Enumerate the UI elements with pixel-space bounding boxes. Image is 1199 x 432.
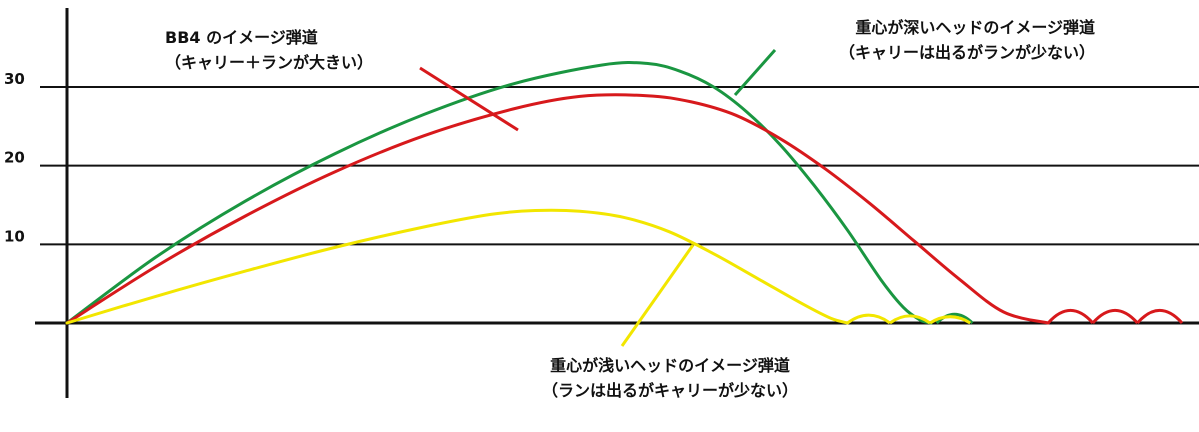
trajectory-deep bbox=[65, 61, 933, 325]
bounce-deep-1 bbox=[935, 312, 974, 325]
annotation-shallow-line1: 重心が浅いヘッドのイメージ弾道 bbox=[550, 356, 790, 375]
annotation-bb4-line2: （キャリー＋ランが大きい） bbox=[165, 53, 373, 72]
bounce-bb4-1 bbox=[1047, 308, 1094, 325]
annotations: BB4 のイメージ弾道 （キャリー＋ランが大きい） 重心が深いヘッドのイメージ弾道 （… bbox=[165, 18, 1095, 400]
annotation-bb4-line1: BB4 のイメージ弾道 bbox=[165, 28, 318, 47]
leader-line-bb4 bbox=[419, 66, 519, 132]
trajectory-shallow bbox=[65, 208, 849, 325]
y-tick-label-20: 20 bbox=[4, 149, 25, 167]
bounce-bb4-2 bbox=[1091, 308, 1139, 325]
annotation-shallow-line2: （ランは出るがキャリーが少ない） bbox=[542, 381, 798, 400]
leader-line-shallow bbox=[620, 244, 695, 347]
axes bbox=[35, 8, 1199, 398]
annotation-deep-line1: 重心が深いヘッドのイメージ弾道 bbox=[855, 18, 1095, 37]
trajectory-series bbox=[65, 61, 1184, 325]
trajectory-bb4 bbox=[65, 93, 1050, 325]
leader-line-deep bbox=[733, 49, 777, 96]
annotation-deep-line2: （キャリーは出るがランが少ない） bbox=[839, 43, 1095, 62]
y-tick-label-10: 10 bbox=[4, 227, 25, 245]
y-tick-labels: 10 20 30 bbox=[4, 70, 25, 245]
bounce-bb4-3 bbox=[1136, 308, 1184, 325]
bounce-shallow-1 bbox=[846, 313, 891, 325]
y-tick-label-30: 30 bbox=[4, 70, 25, 88]
grid-lines bbox=[40, 86, 1199, 246]
bounce-shallow-2 bbox=[889, 314, 931, 325]
bounce-shallow-3 bbox=[929, 315, 971, 325]
